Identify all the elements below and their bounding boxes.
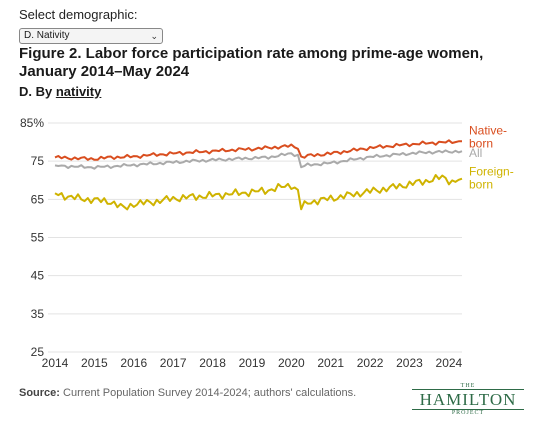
y-tick-label: 25 [31,345,45,359]
source-text: Current Population Survey 2014-2024; aut… [59,387,357,399]
series-label-line: Foreign- [469,165,514,179]
series-label-all: All [469,146,482,160]
x-tick-label: 2024 [436,356,463,370]
x-tick-label: 2023 [396,356,423,370]
series-label-line: born [469,136,493,150]
select-demographic-label: Select demographic: [19,7,138,22]
logo-the: THE [460,383,476,389]
x-tick-label: 2017 [160,356,187,370]
x-tick-label: 2016 [120,356,147,370]
demographic-select[interactable]: D. Nativity ⌄ [19,28,163,44]
logo-project: PROJECT [451,410,485,416]
nativity-link[interactable]: nativity [55,84,102,99]
chevron-down-icon: ⌄ [150,31,158,41]
x-tick-label: 2015 [81,356,108,370]
chart-title: Figure 2. Labor force participation rate… [19,45,484,80]
y-tick-label: 45 [31,269,45,283]
series-label-native-born: Native-born [469,123,507,150]
y-tick-label: 75 [31,154,45,168]
series-line-native-born [54,139,462,161]
x-tick-label: 2014 [42,356,69,370]
y-tick-label: 85% [20,116,44,130]
x-tick-label: 2020 [278,356,305,370]
series-line-all [54,149,463,170]
subtitle-prefix: D. By [19,84,56,99]
y-tick-label: 35 [31,307,45,321]
demographic-select-value: D. Nativity [24,30,70,41]
chart-subtitle: D. By nativity [19,84,101,99]
series-line-foreign-born [54,174,463,211]
series-label-line: born [469,178,493,192]
x-tick-label: 2021 [317,356,344,370]
x-tick-label: 2019 [239,356,266,370]
y-tick-label: 55 [31,231,45,245]
x-tick-label: 2018 [199,356,226,370]
logo-name: HAMILTON [412,389,524,410]
source-note: Source: Current Population Survey 2014-2… [19,387,356,399]
x-tick-label: 2022 [357,356,384,370]
y-tick-label: 65 [31,192,45,206]
series-label-foreign-born: Foreign-born [469,165,514,192]
series-label-line: Native- [469,123,507,137]
source-label: Source: [19,387,60,399]
hamilton-project-logo[interactable]: THE HAMILTON PROJECT [412,383,524,417]
